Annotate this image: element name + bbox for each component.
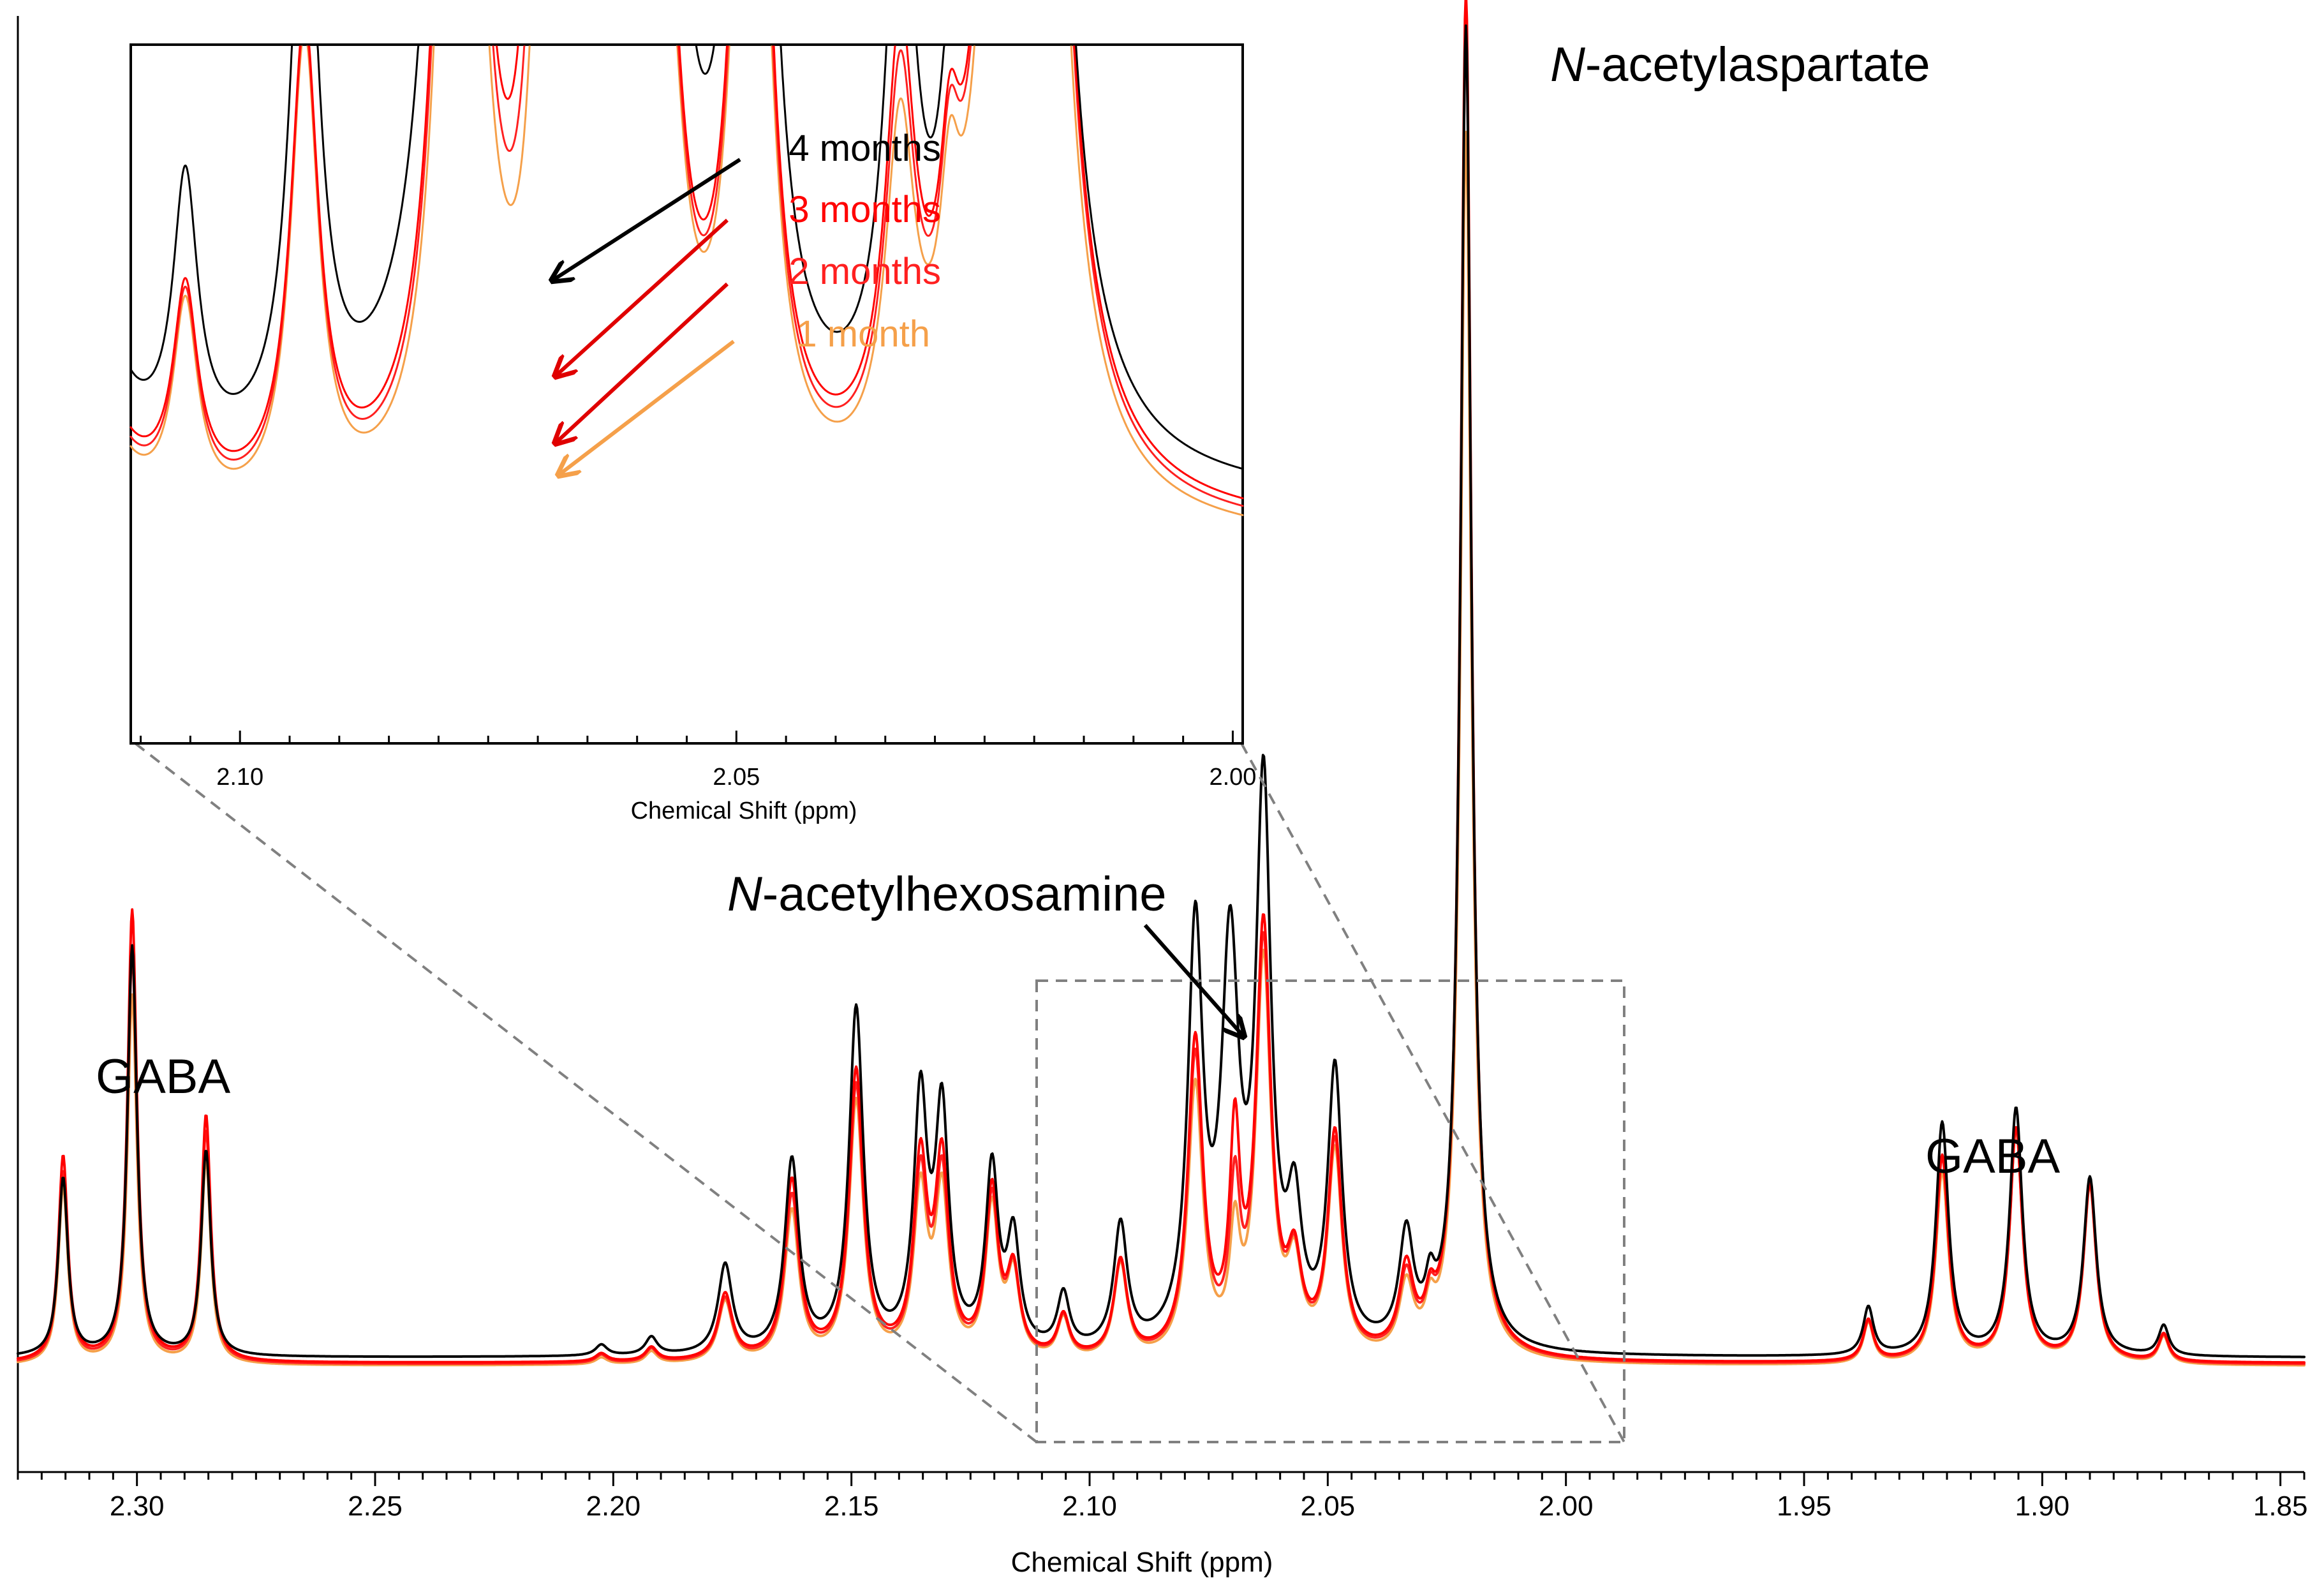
inset-spectra — [130, 43, 1244, 516]
main-series-3-months — [17, 0, 2305, 1364]
legend-label-4-months: 4 months — [788, 128, 941, 169]
legend-label-3-months: 3 months — [788, 189, 941, 230]
main-tick-label: 2.25 — [348, 1491, 403, 1522]
inset-x-ticks: 2.10 2.05 2.00 — [140, 731, 1256, 791]
arrow-n-acetylhexosamine — [1143, 924, 1244, 1037]
zoom-region-box — [1035, 979, 1625, 1443]
main-spectra — [17, 0, 2305, 1367]
arrow-2-months — [555, 282, 729, 443]
label-nah-prefix: N — [727, 867, 762, 921]
main-tick-label: 2.15 — [824, 1491, 879, 1522]
legend-label-1-month: 1 month — [796, 313, 930, 355]
main-x-ticks: 2.30 2.25 2.20 2.15 2.10 2.05 2.00 1.95 1.90 1.85 — [17, 1472, 2308, 1522]
label-n-acetylaspartate: N-acetylaspartate — [1550, 38, 1930, 92]
label-n-acetylhexosamine: N-acetylhexosamine — [727, 867, 1167, 921]
main-tick-label: 2.10 — [1062, 1491, 1117, 1522]
inset-x-axis-title: Chemical Shift (ppm) — [631, 798, 857, 824]
legend-label-2-months: 2 months — [788, 251, 941, 292]
main-tick-label: 1.90 — [2015, 1491, 2070, 1522]
zoom-connector-right — [1240, 743, 1625, 1443]
main-tick-label: 1.95 — [1777, 1491, 1832, 1522]
inset-tick-label: 2.00 — [1209, 764, 1256, 791]
label-naa-prefix: N — [1550, 38, 1585, 92]
main-tick-label: 2.00 — [1539, 1491, 1594, 1522]
inset-tick-label: 2.05 — [713, 764, 760, 791]
inset-tick-label: 2.10 — [216, 764, 263, 791]
main-tick-label: 2.30 — [110, 1491, 165, 1522]
zoom-connector-left — [134, 742, 1038, 1443]
arrow-4-months — [552, 158, 741, 281]
label-naa-suffix: -acetylaspartate — [1585, 38, 1930, 92]
inset-series-4-months — [130, 43, 1244, 470]
main-series-4-months — [17, 24, 2305, 1358]
label-nah-suffix: -acetylhexosamine — [762, 867, 1167, 921]
label-gaba-right: GABA — [1925, 1129, 2060, 1184]
main-tick-label: 2.20 — [586, 1491, 641, 1522]
label-gaba-left: GABA — [96, 1050, 230, 1104]
arrow-1-month — [558, 339, 735, 475]
main-tick-label: 1.85 — [2253, 1491, 2308, 1522]
main-x-axis-title: Chemical Shift (ppm) — [1011, 1547, 1273, 1578]
arrow-3-months — [555, 218, 729, 376]
main-tick-label: 2.05 — [1301, 1491, 1356, 1522]
